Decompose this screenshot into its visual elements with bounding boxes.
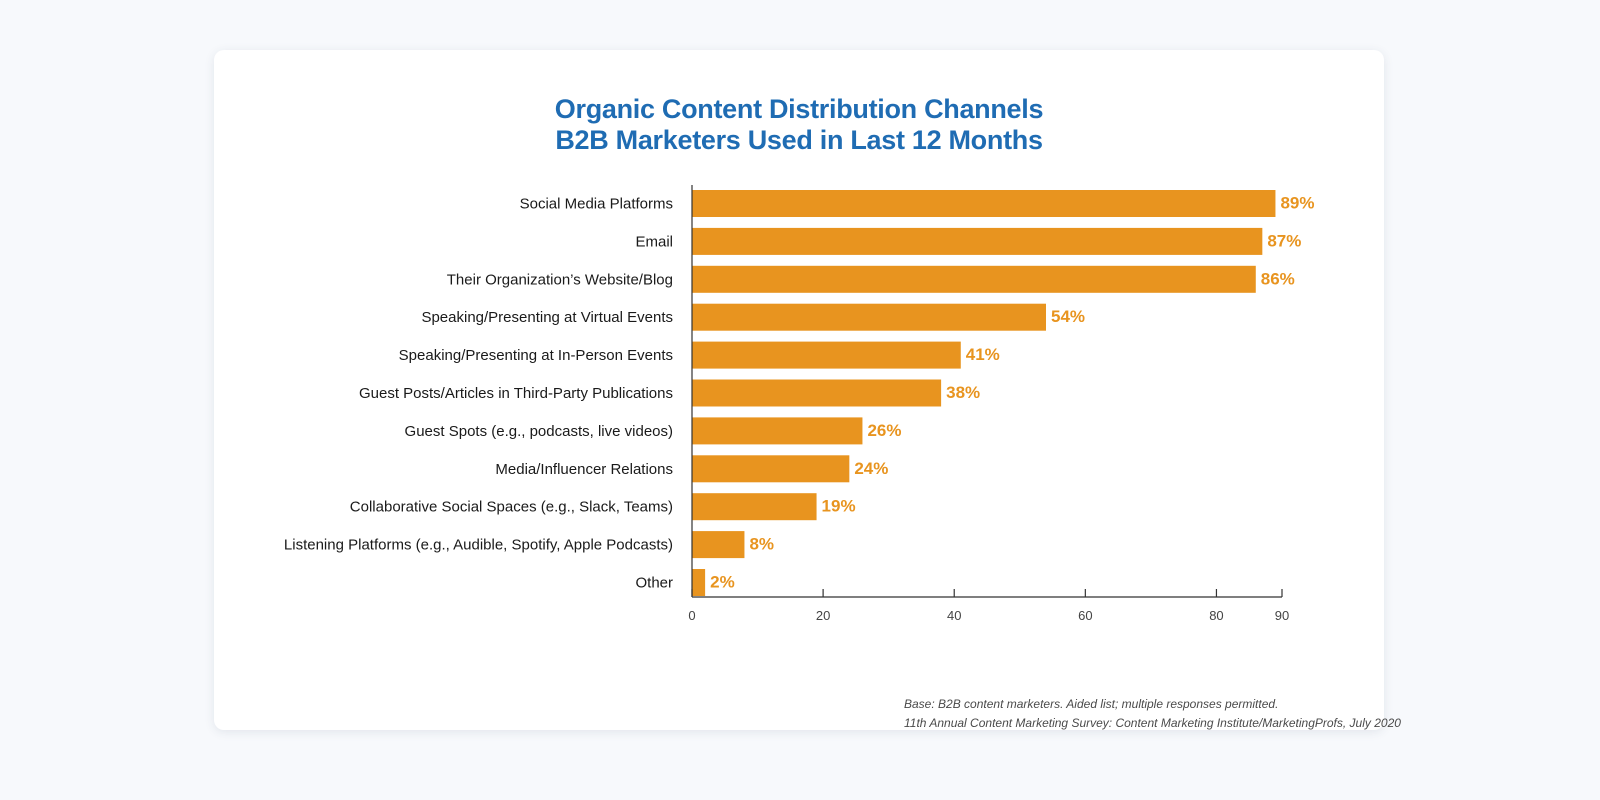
category-label: Guest Posts/Articles in Third-Party Publ… <box>359 385 673 402</box>
data-label: 54% <box>1051 307 1085 326</box>
bar <box>692 265 1256 293</box>
data-label: 38% <box>946 383 980 402</box>
bar <box>692 569 706 596</box>
x-tick-label: 90 <box>1275 608 1289 623</box>
category-label: Listening Platforms (e.g., Audible, Spot… <box>284 537 673 554</box>
data-label: 8% <box>749 535 774 554</box>
footnote-source: 11th Annual Content Marketing Survey: Co… <box>904 716 1401 730</box>
data-label: 2% <box>710 573 735 592</box>
x-tick-label: 20 <box>816 608 830 623</box>
bar <box>692 531 745 559</box>
category-label: Collaborative Social Spaces (e.g., Slack… <box>350 499 673 516</box>
bar <box>692 379 942 407</box>
data-label: 41% <box>966 345 1000 364</box>
x-tick-label: 0 <box>688 608 695 623</box>
footnotes: Base: B2B content marketers. Aided list;… <box>904 695 1401 733</box>
category-label: Speaking/Presenting at Virtual Events <box>421 309 673 326</box>
data-label: 19% <box>822 497 856 516</box>
footnote-base: Base: B2B content marketers. Aided list;… <box>904 697 1279 711</box>
bar <box>692 417 863 445</box>
bar <box>692 493 817 521</box>
category-label: Social Media Platforms <box>520 196 673 213</box>
category-label: Speaking/Presenting at In-Person Events <box>399 347 673 364</box>
x-tick-label: 40 <box>947 608 961 623</box>
bar <box>692 190 1276 217</box>
chart-title-line-2: B2B Marketers Used in Last 12 Months <box>555 125 1043 155</box>
chart-title: Organic Content Distribution Channels B2… <box>214 94 1384 156</box>
bar <box>692 303 1046 331</box>
x-tick-label: 80 <box>1209 608 1223 623</box>
data-label: 87% <box>1267 231 1301 250</box>
data-label: 89% <box>1280 194 1314 213</box>
bar <box>692 341 961 369</box>
category-label: Email <box>635 233 673 250</box>
data-label: 24% <box>854 459 888 478</box>
category-label: Guest Spots (e.g., podcasts, live videos… <box>405 423 673 440</box>
bar <box>692 455 850 483</box>
chart-card: Organic Content Distribution Channels B2… <box>214 50 1401 730</box>
category-label: Other <box>635 575 673 592</box>
data-label: 86% <box>1261 269 1295 288</box>
category-label: Media/Influencer Relations <box>495 461 673 478</box>
bar-chart: Social Media Platforms 89% Email 87% Their O… <box>284 185 1314 623</box>
category-label: Their Organization’s Website/Blog <box>447 271 673 288</box>
bar <box>692 227 1263 255</box>
data-label: 26% <box>867 421 901 440</box>
chart-title-line-1: Organic Content Distribution Channels <box>554 94 1044 124</box>
x-tick-label: 60 <box>1078 608 1092 623</box>
